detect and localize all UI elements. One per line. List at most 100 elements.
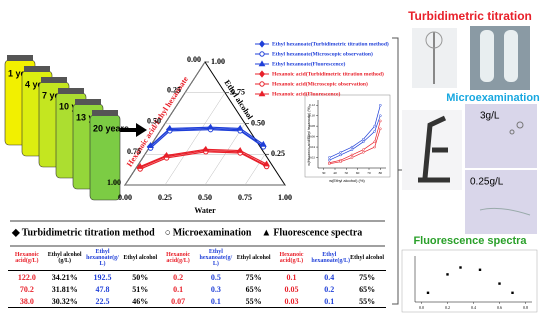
inset-point bbox=[340, 151, 342, 153]
cell: 0.03 bbox=[273, 295, 311, 308]
tick-label: 60 bbox=[356, 171, 360, 175]
cell: 31.81% bbox=[46, 283, 84, 295]
inset-point bbox=[340, 161, 342, 163]
tick-label: 0.50 bbox=[147, 116, 161, 125]
photo-titration bbox=[412, 26, 530, 90]
marker bbox=[164, 153, 169, 157]
inset-point bbox=[379, 128, 381, 130]
fluor-point bbox=[427, 292, 429, 294]
cell: 34.21% bbox=[46, 271, 84, 284]
inset-point bbox=[351, 154, 353, 156]
cell: 192.5 bbox=[84, 271, 122, 284]
results-table: Hexanoic acid(g/L)Ethyl alcohol (g/L)Eth… bbox=[8, 246, 386, 308]
key-symbol: ◆ bbox=[11, 227, 20, 238]
inset-point bbox=[379, 104, 381, 106]
cell: 51% bbox=[121, 283, 159, 295]
marker bbox=[260, 91, 265, 95]
cell: 55% bbox=[235, 295, 273, 308]
cell: 0.2 bbox=[159, 271, 197, 284]
tick-label: 0.12 bbox=[309, 103, 315, 107]
cell: 46% bbox=[121, 295, 159, 308]
cell: 122.0 bbox=[8, 271, 46, 284]
inset-point bbox=[351, 149, 353, 151]
tick-label: 70 bbox=[367, 171, 371, 175]
tick-label: 80 bbox=[379, 171, 383, 175]
jar-lid bbox=[41, 77, 67, 83]
fluor-point bbox=[479, 269, 481, 271]
legend-label: Hexanoic acid(Microscopic observation) bbox=[272, 80, 368, 87]
inset-x-label: w(Ethyl alcohol) (%) bbox=[329, 178, 365, 183]
title-micro: Microexamination bbox=[446, 92, 540, 104]
jar-lid bbox=[7, 55, 33, 61]
inset-point bbox=[362, 149, 364, 151]
tick-label: 1.00 bbox=[211, 57, 225, 66]
legend-label: Hexanoic acid(Turbidimetric titration me… bbox=[272, 70, 384, 77]
photo-microscope bbox=[402, 104, 537, 234]
inset-point bbox=[374, 130, 376, 132]
tick-label: 0.75 bbox=[127, 147, 141, 156]
cell: 75% bbox=[348, 271, 386, 284]
legend-label: Ethyl hexanoate(Turbidimetric titration … bbox=[272, 40, 389, 47]
tick-label: 40 bbox=[333, 171, 337, 175]
tick-label: 0.00 bbox=[118, 193, 132, 202]
axis-right: Ethyl alcohol bbox=[222, 78, 255, 121]
jar-lid bbox=[58, 88, 84, 94]
header-cell: Ethyl hexanoate(g/ L) bbox=[84, 246, 122, 271]
fluor-point bbox=[498, 282, 500, 284]
tick-label: 0.0 bbox=[419, 305, 424, 310]
legend-label: Ethyl hexanoate(Fluorescence) bbox=[272, 60, 346, 67]
cell: 75% bbox=[235, 271, 273, 284]
tick-label: 0.04 bbox=[309, 145, 315, 149]
marker bbox=[261, 142, 266, 146]
header-cell: Ethyl alcohol bbox=[348, 246, 386, 271]
tick-label: 0.25 bbox=[167, 86, 181, 95]
marker bbox=[238, 148, 243, 152]
axis-bottom: Water bbox=[194, 206, 216, 215]
cell: 30.32% bbox=[46, 295, 84, 308]
key-label: Fluorescence spectra bbox=[273, 227, 362, 238]
jar-lid bbox=[24, 66, 50, 72]
tick-label: 1.00 bbox=[278, 193, 292, 202]
cell: 0.1 bbox=[159, 283, 197, 295]
cell: 0.1 bbox=[273, 271, 311, 284]
tick-label: 0.6 bbox=[497, 305, 502, 310]
marker bbox=[260, 61, 265, 65]
fluor-point bbox=[446, 273, 448, 275]
marker bbox=[208, 125, 213, 129]
tick-label: 0.25 bbox=[158, 193, 172, 202]
inset-point bbox=[351, 146, 353, 148]
key-label: Turbidimetric titration method bbox=[22, 227, 155, 238]
header-cell: Hexanoic acid(g/L) bbox=[8, 246, 46, 271]
inset-point bbox=[374, 141, 376, 143]
micro-label: 0.25g/L bbox=[470, 177, 504, 188]
cell: 22.5 bbox=[84, 295, 122, 308]
fluor-frame bbox=[402, 250, 537, 312]
header-cell: Hexanoic acid(g/L) bbox=[159, 246, 197, 271]
tick-label: 50 bbox=[345, 171, 349, 175]
inset-point bbox=[379, 120, 381, 122]
header-cell: Ethyl alcohol bbox=[121, 246, 159, 271]
marker bbox=[260, 71, 265, 77]
page: Turbidimetric titration Microexamination… bbox=[0, 0, 541, 315]
tick-label: 0.75 bbox=[238, 193, 252, 202]
cell: 65% bbox=[235, 283, 273, 295]
inset-point bbox=[328, 157, 330, 159]
header-cell: Hexanoic acid(g/L) bbox=[273, 246, 311, 271]
cell: 0.1 bbox=[197, 295, 235, 308]
cell: 70.2 bbox=[8, 283, 46, 295]
marker bbox=[260, 82, 264, 86]
inset-point bbox=[374, 146, 376, 148]
jar-label: 20 years bbox=[93, 123, 129, 133]
title-fluorescence: Fluorescence spectra bbox=[413, 235, 527, 247]
marker bbox=[260, 41, 265, 47]
tick-label: 0.02 bbox=[309, 155, 315, 159]
header-cell: Ethyl alcohol (g/L) bbox=[46, 246, 84, 271]
tick-label: 0.2 bbox=[445, 305, 450, 310]
cell: 50% bbox=[121, 271, 159, 284]
micro-label: 3g/L bbox=[480, 111, 500, 122]
inset-point bbox=[328, 163, 330, 165]
inset-point bbox=[362, 151, 364, 153]
title-turbidimetric: Turbidimetric titration bbox=[408, 9, 532, 23]
